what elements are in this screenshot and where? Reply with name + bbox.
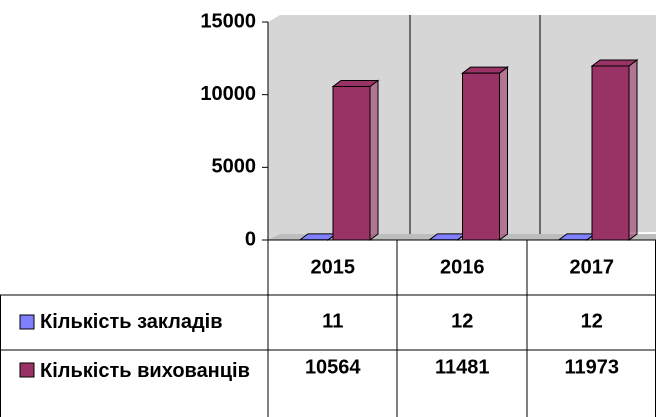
data-table-value: 10564 — [305, 356, 361, 378]
legend-key — [19, 362, 35, 378]
data-table-value: 12 — [451, 310, 473, 332]
bar — [462, 72, 500, 241]
x-tick-label: 2016 — [440, 256, 485, 278]
bar-side — [499, 66, 508, 241]
bar-top — [461, 66, 509, 74]
x-tick-label: 2015 — [311, 256, 356, 278]
x-tick-label: 2017 — [570, 256, 615, 278]
data-table-value: 11973 — [564, 356, 619, 378]
y-tick-label: 0 — [245, 228, 256, 250]
row-label: Кількість вихованців — [40, 360, 250, 382]
bar-side — [628, 58, 638, 241]
data-table-value: 11 — [322, 310, 343, 332]
y-tick-label: 5000 — [212, 156, 257, 178]
data-table-value: 11481 — [435, 356, 490, 378]
y-tick-label: 15000 — [200, 10, 256, 32]
bar-top — [331, 79, 380, 87]
bar-top — [590, 59, 639, 67]
y-tick-label: 10000 — [200, 83, 256, 105]
row-label: Кількість закладів — [40, 311, 223, 333]
bar — [332, 85, 371, 241]
data-table-value: 12 — [581, 310, 603, 332]
bar — [591, 65, 630, 241]
bar-side — [369, 79, 379, 241]
legend-key — [19, 314, 35, 330]
